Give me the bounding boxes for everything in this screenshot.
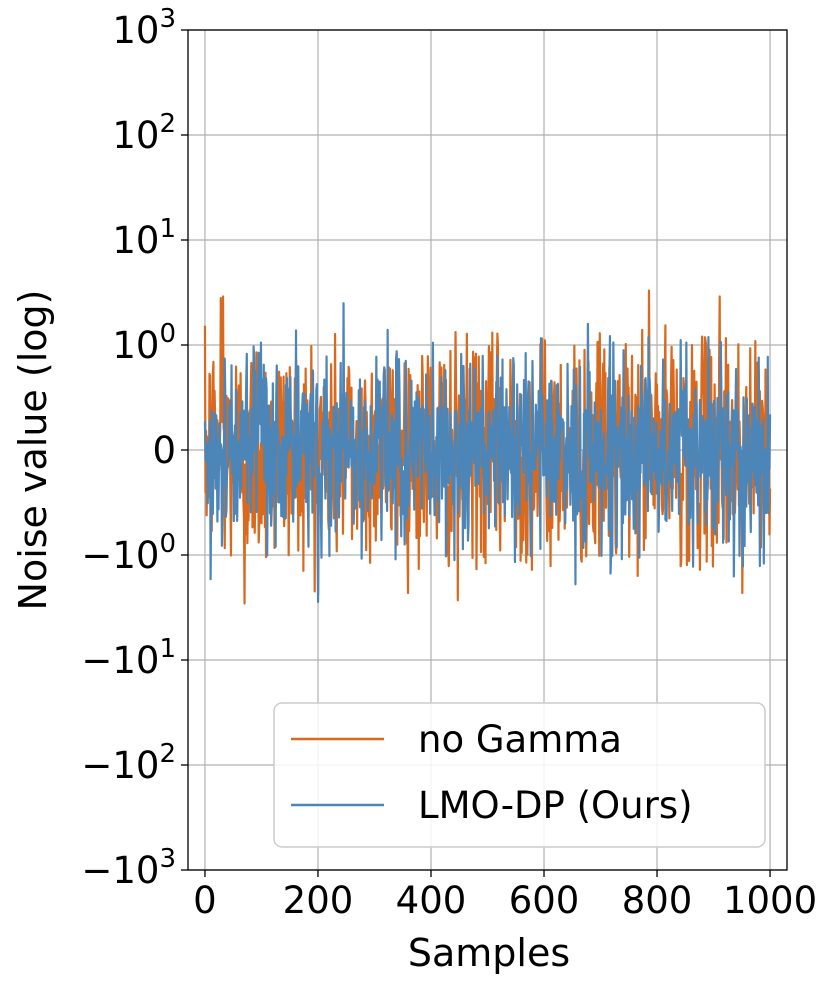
y-tick-label: 103 [112, 4, 176, 52]
y-tick-label: 100 [112, 319, 176, 367]
y-tick-label: −103 [81, 844, 176, 892]
y-tick-label: 0 [152, 429, 176, 472]
y-axis-label: Noise value (log) [11, 290, 55, 611]
y-tick-label: 101 [112, 214, 176, 262]
series-line-lmo-dp [203, 302, 772, 604]
legend-box [273, 702, 766, 848]
y-tick-label: −101 [81, 634, 176, 682]
legend-label-lmo-dp: LMO-DP (Ours) [418, 784, 693, 827]
x-tick-label: 800 [622, 879, 693, 922]
x-axis-label: Samples [408, 931, 570, 975]
y-axis-ticks: −103 −102 −101 −100 0 100 101 102 103 [81, 4, 188, 892]
y-tick-label: −100 [81, 529, 176, 577]
x-tick-label: 400 [396, 879, 467, 922]
x-tick-label: 600 [509, 879, 580, 922]
series-layer [203, 289, 772, 605]
x-tick-label: 200 [283, 879, 354, 922]
legend-label-no-gamma: no Gamma [418, 718, 622, 761]
y-tick-label: −102 [81, 739, 176, 787]
x-tick-label: 1000 [723, 879, 817, 922]
legend: no Gamma LMO-DP (Ours) [273, 702, 766, 848]
x-tick-label: 0 [193, 879, 217, 922]
y-tick-label: 102 [112, 109, 176, 157]
x-axis-ticks: 0 200 400 600 800 1000 [193, 870, 817, 922]
